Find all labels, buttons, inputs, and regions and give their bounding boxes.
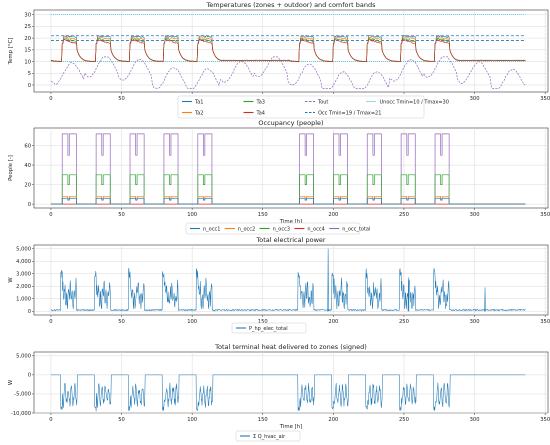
series-n-occ1: [50, 197, 526, 205]
y-tick-label: 10: [24, 59, 31, 65]
y-tick-label: 0: [28, 202, 31, 208]
y-tick-label: 25: [24, 24, 31, 30]
x-tick-label: 200: [328, 417, 338, 423]
power-spike: [327, 248, 329, 312]
legend-label: Unocc Tmin=10 / Tmax=30: [380, 99, 449, 105]
legend-label: P_hp_elec_total: [249, 326, 288, 332]
y-tick-label: 5,000: [16, 247, 31, 253]
legend-label: Ta2: [194, 110, 203, 116]
legend-label: Ta1: [194, 99, 203, 105]
legend-occupancy: n_occ1 n_occ2 n_occ3 n_occ4 n_occ_total: [185, 222, 370, 235]
x-tick-label: 250: [399, 417, 409, 423]
legend-label: n_occ4: [307, 226, 324, 232]
legend-box: [185, 222, 361, 235]
power-spike: [407, 277, 410, 312]
legend-box: [177, 95, 425, 119]
y-tick-label: 40: [24, 163, 31, 169]
series-p-hp-elec-total: [50, 267, 526, 312]
y-tick-label: 60: [24, 143, 31, 149]
y-tick-label: 1,000: [16, 297, 31, 303]
x-tick-label: 100: [187, 212, 197, 218]
y-axis-label: People [-]: [8, 155, 14, 181]
legend-label: n_occ3: [273, 226, 290, 232]
y-tick-label: 30: [24, 12, 31, 18]
x-tick-label: 150: [258, 417, 268, 423]
legend-heat: Σ Q_hvac_air: [235, 430, 301, 442]
plot-frame: [33, 127, 549, 209]
panel-heat: 0 50 100 150 200 250 300 350 -10,000 -5,000 0 5,000…: [8, 343, 550, 430]
legend-label: n_occ_total: [342, 226, 370, 232]
legend-temps: Ta1 Ta2 Ta3 Ta4 Tout Occ Tmin=19 / Tmax=21 Uno…: [177, 95, 449, 119]
x-tick-label: 0: [49, 319, 52, 325]
x-tick-label: 300: [470, 417, 480, 423]
x-tick-label: 350: [540, 212, 550, 218]
y-tick-label: 3,000: [16, 272, 31, 278]
y-tick-label: 0: [28, 373, 31, 379]
x-tick-label: 50: [118, 417, 125, 423]
x-tick-label: 300: [470, 96, 480, 102]
x-tick-label: 100: [187, 319, 197, 325]
y-tick-label: 5: [28, 71, 31, 77]
chart-title: Occupancy (people): [258, 119, 323, 127]
panel-power: 0 50 100 150 200 250 300 350 0 1,000 2,000 3,000 4,0…: [8, 236, 550, 332]
x-axis-label: Time [h]: [279, 424, 303, 430]
y-axis-label: W: [8, 379, 14, 385]
y-tick-label: 15: [24, 48, 31, 54]
x-tick-label: 0: [49, 96, 52, 102]
plot-frame: [33, 244, 549, 316]
x-tick-label: 50: [118, 96, 125, 102]
legend-label: n_occ2: [238, 226, 255, 232]
y-tick-label: 20: [24, 182, 31, 188]
x-tick-label: 200: [328, 212, 338, 218]
panel-occupancy: 0 50 100 150 200 250 300 350 0 20 40 60 Occupancy (p…: [8, 119, 550, 225]
x-tick-label: 200: [328, 319, 338, 325]
y-axis-label: Temp [°C]: [8, 38, 14, 66]
chart-title: Total terminal heat delivered to zones (…: [214, 343, 367, 351]
x-tick-label: 250: [399, 319, 409, 325]
x-tick-label: 300: [470, 212, 480, 218]
legend-label: Ta4: [256, 110, 265, 116]
y-tick-label: 0: [28, 83, 31, 89]
y-tick-label: 2,000: [16, 284, 31, 290]
x-tick-label: 350: [540, 417, 550, 423]
panel-temps: 050100150200250300350051015202530Tempera…: [8, 1, 550, 109]
y-tick-label: 20: [24, 36, 31, 42]
x-tick-label: 350: [540, 319, 550, 325]
legend-label: Tout: [317, 99, 328, 105]
y-axis-label: W: [8, 277, 14, 283]
x-tick-label: 50: [118, 319, 125, 325]
y-tick-label: -10,000: [11, 411, 31, 417]
legend-label: n_occ1: [203, 226, 220, 232]
x-tick-label: 350: [540, 96, 550, 102]
series-q-hvac-air: [50, 374, 526, 412]
x-tick-label: 150: [258, 212, 268, 218]
legend-box: [231, 322, 307, 334]
legend-power: P_hp_elec_total: [231, 322, 307, 334]
x-tick-label: 300: [470, 319, 480, 325]
x-tick-label: 100: [187, 417, 197, 423]
legend-label: Occ Tmin=19 / Tmax=21: [318, 110, 381, 116]
plot-frame: [33, 351, 549, 414]
y-tick-label: 4,000: [16, 259, 31, 265]
power-spike: [484, 287, 486, 312]
x-tick-label: 150: [258, 319, 268, 325]
x-axis-label: Time [h]: [279, 219, 303, 225]
y-tick-label: 0: [28, 309, 31, 315]
legend-box: [235, 430, 301, 442]
chart-title: Total electrical power: [255, 236, 325, 244]
x-tick-label: 50: [118, 212, 125, 218]
chart-title: Temperatures (zones + outdoor) and comfo…: [205, 1, 376, 9]
y-tick-label: -5,000: [14, 392, 31, 398]
series-ta4: [50, 38, 526, 63]
y-tick-label: 5,000: [16, 354, 31, 360]
legend-label: Ta3: [256, 99, 265, 105]
x-tick-label: 0: [49, 417, 52, 423]
x-tick-label: 0: [49, 212, 52, 218]
legend-label: Σ Q_hvac_air: [253, 434, 286, 440]
x-tick-label: 250: [399, 212, 409, 218]
series-tout: [50, 56, 526, 89]
